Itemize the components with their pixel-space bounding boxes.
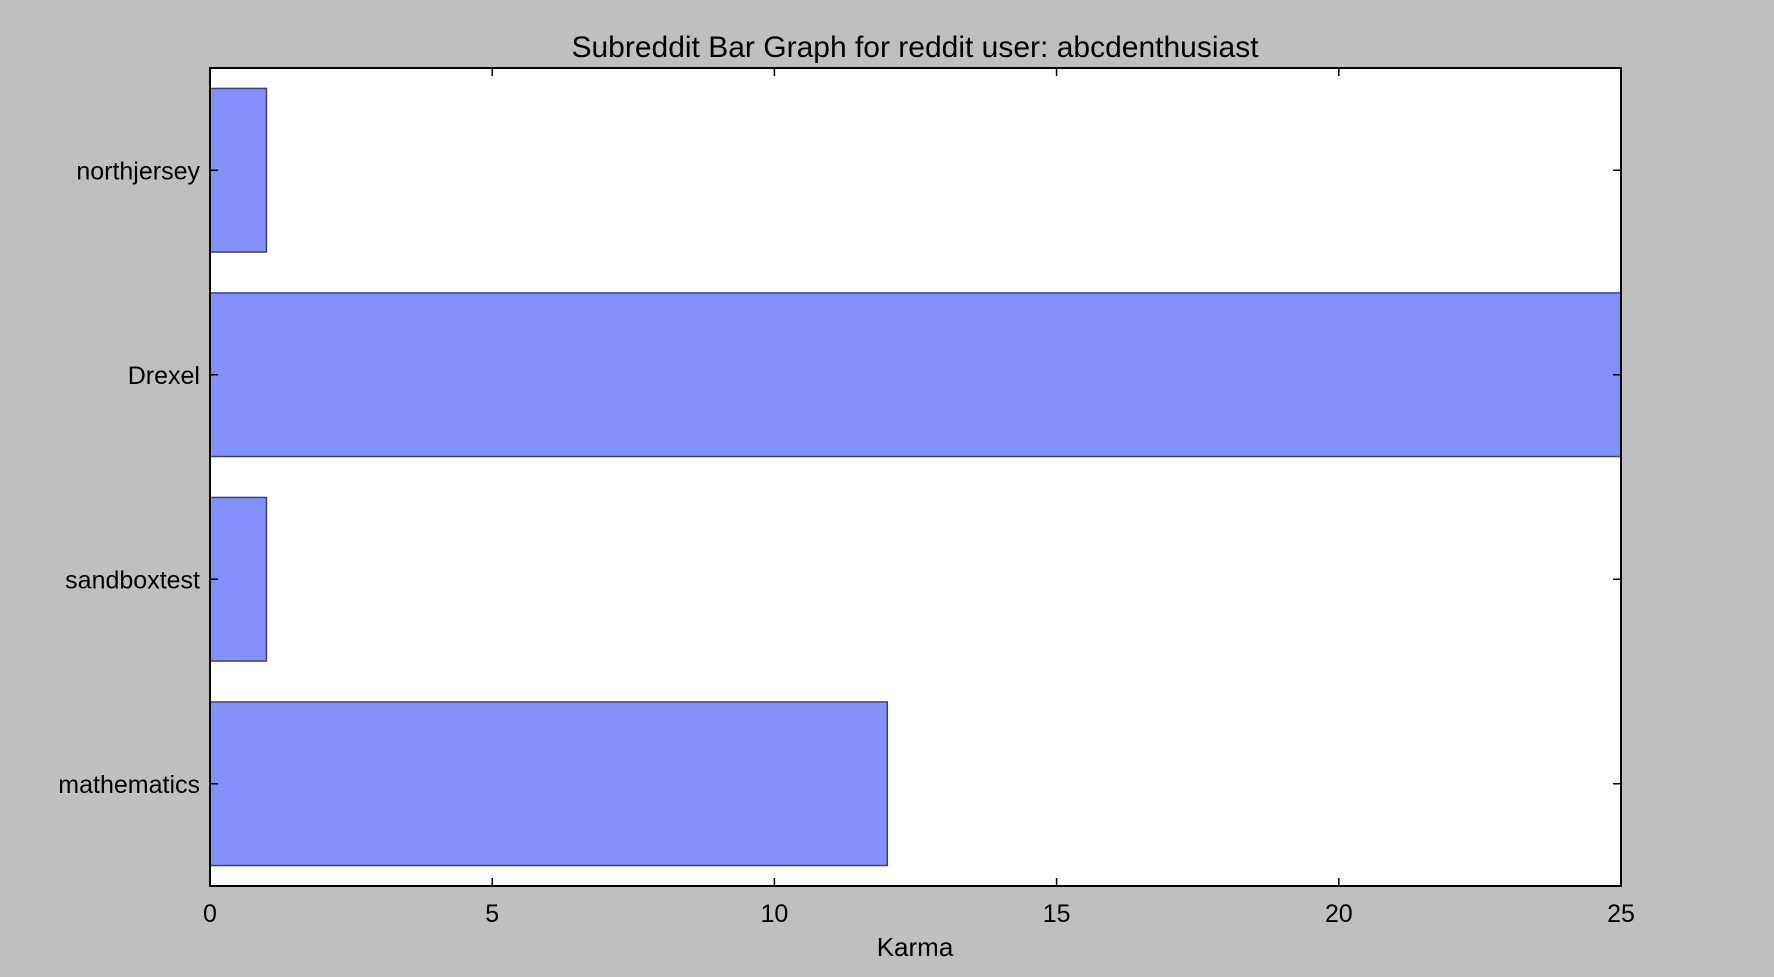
chart-title: Subreddit Bar Graph for reddit user: abc… (571, 31, 1259, 64)
x-tick-label: 5 (485, 900, 499, 928)
x-tick-label: 0 (203, 900, 217, 928)
y-tick-label: sandboxtest (65, 566, 200, 594)
x-axis-label: Karma (877, 932, 954, 962)
x-tick-label: 25 (1607, 900, 1635, 928)
bar-northjersey (209, 87, 268, 253)
plot-frame (209, 67, 1622, 887)
bars-layer (209, 87, 1622, 867)
y-tick-label: mathematics (58, 771, 200, 799)
bar-mathematics (209, 701, 889, 867)
x-tick-label: 20 (1325, 900, 1353, 928)
x-tick-label: 15 (1043, 900, 1071, 928)
y-tick-label: Drexel (128, 362, 200, 390)
labels-layer: northjersey Drexel sandboxtest mathematics 0… (58, 157, 1635, 928)
bar-drexel (209, 292, 1622, 458)
bar-sandboxtest (209, 496, 268, 662)
x-tick-label: 10 (760, 900, 788, 928)
y-tick-label: northjersey (76, 157, 200, 185)
